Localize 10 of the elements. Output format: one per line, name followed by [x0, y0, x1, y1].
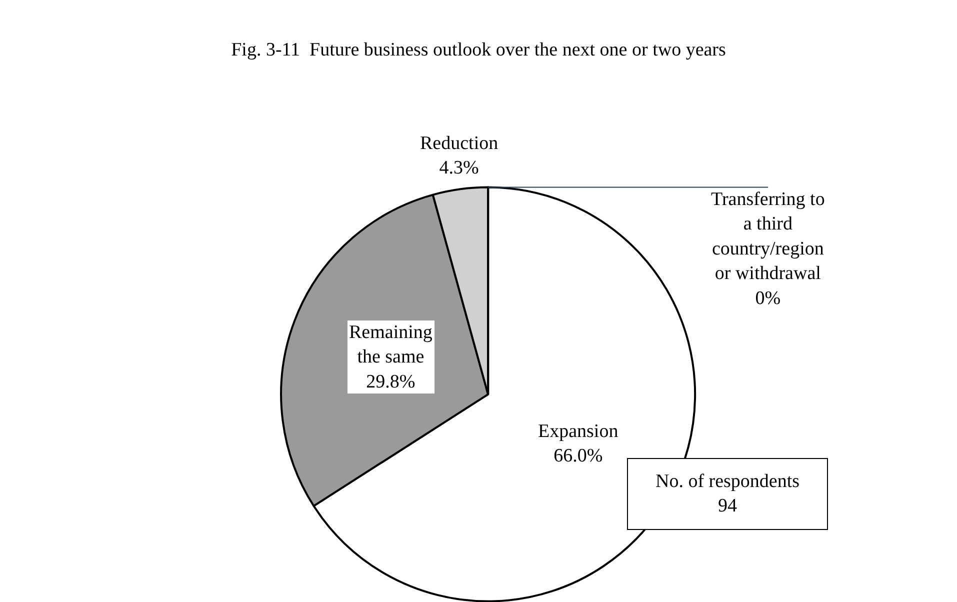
- text: No. of respondents 94: [655, 471, 800, 517]
- slice-label: Remaining the same: [349, 322, 433, 368]
- category-label: Transferring to a third country/region or withdrawal: [711, 189, 825, 284]
- text: 0%: [755, 288, 781, 309]
- slice-label: Reduction: [420, 133, 499, 154]
- data-label: 4.3%: [439, 158, 480, 179]
- chart-title: Fig. 3-11 Future business outlook over the next one or two years: [231, 39, 726, 60]
- data-label: 29.8%: [366, 371, 416, 392]
- slice-label: Expansion: [538, 421, 619, 442]
- data-label: 66.0%: [554, 446, 603, 467]
